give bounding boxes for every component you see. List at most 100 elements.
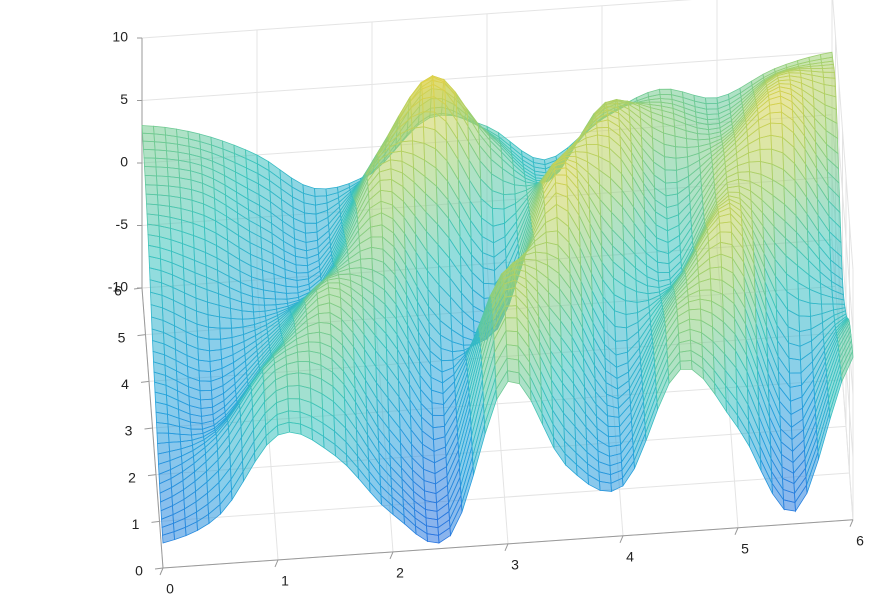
surface-patch [252, 304, 266, 313]
y-tick-label: 4 [121, 376, 129, 392]
x-tick-label: 1 [281, 573, 289, 589]
surface-patch [663, 143, 677, 159]
surface-patch [431, 402, 445, 416]
surface-patch [504, 295, 517, 307]
surface-patch [664, 156, 677, 171]
surface-patch [143, 157, 157, 168]
surface-patch [554, 167, 567, 176]
grid-line [141, 51, 833, 101]
y-tick-label: 6 [114, 283, 122, 299]
surface-patch [199, 390, 213, 401]
surface-patch [295, 255, 308, 267]
surface-patch [314, 187, 327, 197]
x-tick-label: 2 [396, 565, 404, 581]
surface-patch [154, 149, 168, 160]
surface-patch [705, 97, 718, 105]
surface-patch [664, 169, 678, 184]
surface-patch [679, 350, 692, 362]
surface-patch [162, 531, 175, 544]
surface-patch [285, 285, 299, 294]
surface-patch [625, 300, 638, 315]
surface-patch [607, 425, 621, 438]
x-tick-label: 6 [856, 532, 864, 548]
x-tick-label: 5 [741, 540, 749, 556]
tick-mark [151, 520, 160, 523]
surface-patch [657, 261, 670, 274]
tick-mark [734, 527, 739, 535]
surface-patch [168, 432, 181, 443]
surface-patch [379, 179, 393, 193]
surface-patch [607, 415, 620, 428]
surface-patch [705, 102, 719, 110]
surface-patch [614, 326, 628, 342]
surface-patch [141, 125, 155, 135]
surface-patch [679, 360, 693, 370]
surface-patch [287, 385, 300, 400]
y-tick-label: 2 [128, 469, 136, 485]
surface-patch [788, 357, 802, 374]
surface-patch [370, 224, 383, 238]
surface-patch [145, 193, 159, 206]
surface-patch [142, 140, 156, 151]
surface-patch [599, 480, 612, 492]
surface-patch [709, 266, 723, 281]
surface-patch [287, 398, 301, 413]
surface-patch [156, 432, 170, 444]
surface-patch [198, 370, 212, 382]
surface-patch [208, 326, 221, 340]
x-tick-label: 0 [166, 581, 174, 597]
tick-mark [144, 427, 153, 430]
tick-mark [140, 380, 150, 383]
tick-mark [389, 551, 394, 560]
z-tick-label: 0 [120, 154, 128, 170]
y-tick-label: 0 [135, 563, 143, 579]
surface-patch [199, 380, 212, 392]
tick-mark [504, 543, 509, 552]
y-tick-label: 1 [132, 516, 140, 532]
surface-patch [307, 331, 321, 343]
grid-line [832, 0, 854, 270]
tick-mark [274, 559, 279, 568]
surface-patch [675, 146, 688, 159]
surface-patch [153, 133, 167, 144]
surface-patch [822, 67, 835, 73]
surface-patch [252, 296, 265, 306]
surface-patch [303, 202, 317, 215]
surface-patch [665, 181, 678, 197]
surface-patch [197, 348, 211, 362]
surface-patch [659, 88, 672, 96]
surface-patch [207, 314, 221, 329]
surface-patch [286, 372, 300, 387]
surface-patch [155, 157, 168, 168]
surface-patch [155, 411, 169, 425]
tick-mark [137, 334, 146, 337]
surface-patch [156, 175, 169, 187]
z-tick-label: 5 [120, 91, 128, 107]
z-tick-label: -5 [116, 216, 129, 232]
surface-patch [263, 289, 276, 300]
surface-patch [504, 305, 518, 319]
surface-patch [297, 350, 310, 363]
surface-patch [155, 166, 169, 177]
surface-patch [688, 308, 702, 321]
surface-patch [288, 410, 301, 425]
surface-patch [198, 359, 211, 373]
surface-patch [810, 65, 823, 69]
surface-patch [719, 221, 732, 233]
surface-patch [505, 330, 519, 347]
surface-patch [190, 421, 203, 430]
surface-patch [505, 317, 518, 333]
y-tick-label: 5 [118, 329, 126, 345]
tick-mark [159, 567, 164, 576]
y-tick-label: 3 [125, 423, 133, 439]
surface-patch [142, 132, 155, 143]
grid-line [159, 472, 850, 522]
z-tick-label: -10 [108, 279, 128, 295]
surface-patch [274, 291, 288, 300]
surface-patch [208, 338, 222, 352]
surface-patch [145, 184, 158, 196]
surface-patch [241, 310, 255, 320]
surface-patch [156, 184, 170, 197]
surface-patch [304, 212, 317, 224]
surface-patch [146, 203, 159, 216]
